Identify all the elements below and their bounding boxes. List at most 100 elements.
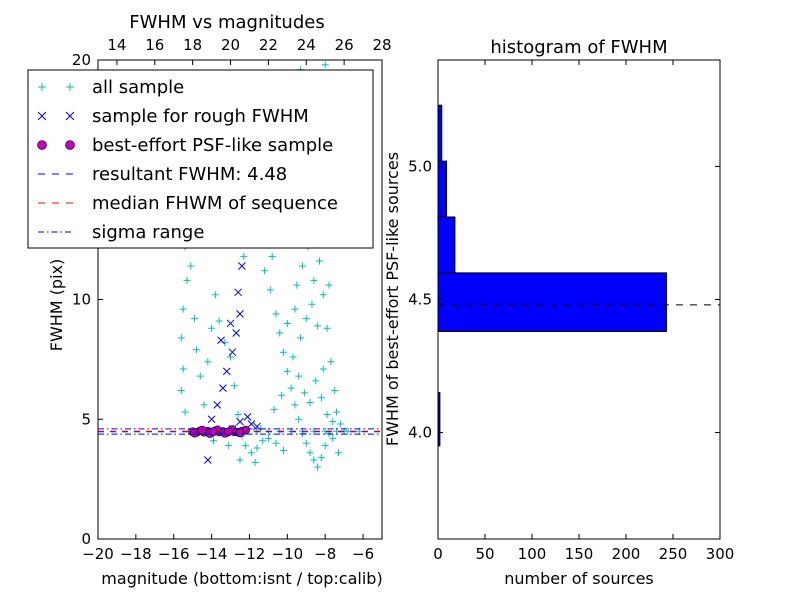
- right-y-ticks: 4.0 4.5 5.0: [408, 157, 720, 442]
- all-sample-point: [242, 442, 250, 450]
- all-sample-point: [179, 305, 187, 313]
- rough-sample-point: [236, 310, 244, 318]
- left-y-tick-label: 20: [72, 51, 91, 69]
- all-sample-point: [314, 463, 322, 471]
- all-sample-point: [278, 391, 286, 399]
- all-sample-point: [280, 348, 288, 356]
- legend-marker: [65, 111, 75, 121]
- psf-sample-point: [235, 428, 245, 438]
- legend-entry-sigma-range: sigma range: [92, 222, 204, 243]
- all-sample-point: [236, 456, 244, 464]
- all-sample-point: [196, 372, 204, 380]
- right-y-tick-label: 5.0: [408, 157, 432, 175]
- right-y-tick-label: 4.0: [408, 424, 432, 442]
- left-top-x-ticks: 14 16 18 20 22 24 26 28: [107, 36, 392, 65]
- all-sample-point: [183, 276, 191, 284]
- left-x-tick-label: −14: [196, 545, 228, 563]
- all-sample-point: [266, 286, 274, 294]
- legend-entry-median-fwhm: median FHWM of sequence: [92, 193, 338, 214]
- all-sample-point: [240, 252, 248, 260]
- all-sample-point: [187, 262, 195, 270]
- right-chart-title: histogram of FWHM: [490, 37, 667, 58]
- all-sample-point: [323, 410, 331, 418]
- left-y-tick-label: 5: [81, 410, 91, 428]
- all-sample-point: [314, 322, 322, 330]
- fwhm-vs-magnitude-chart: FWHM vs magnitudes −20 −18 −16 −14 −12 −10 −8−…: [27, 12, 392, 588]
- all-sample-point: [200, 401, 208, 409]
- all-sample-point: [259, 437, 267, 445]
- all-sample-point: [333, 408, 341, 416]
- all-sample-point: [221, 339, 229, 347]
- histogram-bar: [437, 272, 667, 332]
- all-sample-point: [319, 291, 327, 299]
- all-sample-point: [261, 267, 269, 275]
- right-x-tick-label: 250: [659, 545, 688, 563]
- all-sample-point: [293, 281, 301, 289]
- all-sample-point: [317, 394, 325, 402]
- all-sample-point: [329, 418, 337, 426]
- all-sample-point: [291, 401, 299, 409]
- rough-sample-point: [232, 329, 241, 337]
- right-x-axis-label: number of sources: [504, 569, 654, 588]
- right-x-ticks: 0 50 100 150 200 250 300: [433, 60, 734, 563]
- left-top-tick-label: 26: [335, 36, 354, 54]
- left-top-tick-label: 14: [107, 36, 126, 54]
- legend-entry-rough-sample: sample for rough FWHM: [92, 106, 309, 127]
- legend-marker: [66, 83, 74, 91]
- all-sample-point: [327, 358, 335, 366]
- all-sample-point: [312, 377, 320, 385]
- all-sample-point: [295, 415, 303, 423]
- all-sample-point: [234, 410, 242, 418]
- right-y-axis-label: FWHM of best-effort PSF-like sources: [383, 152, 402, 446]
- rough-sample-point: [213, 401, 222, 409]
- all-sample-point: [272, 439, 280, 447]
- all-sample-point: [310, 276, 318, 284]
- all-sample-point: [191, 315, 199, 323]
- left-y-tick-label: 0: [81, 530, 91, 548]
- all-sample-point: [329, 434, 337, 442]
- right-x-tick-label: 300: [706, 545, 735, 563]
- all-sample-point: [272, 310, 280, 318]
- legend-marker: [37, 111, 47, 121]
- fwhm-histogram-chart: histogram of FWHM 0 50 100 150 200 250 300 4.0…: [383, 37, 734, 588]
- all-sample-point: [300, 389, 308, 397]
- all-sample-point: [317, 454, 325, 462]
- left-top-tick-label: 16: [145, 36, 164, 54]
- rough-sample-point: [253, 422, 261, 431]
- legend-box: [27, 69, 374, 249]
- left-x-tick-label: −16: [158, 545, 190, 563]
- left-y-axis-label: FWHM (pix): [47, 259, 66, 352]
- all-sample-point: [209, 437, 217, 445]
- psf-sample-point: [190, 428, 199, 438]
- right-x-tick-label: 200: [612, 545, 641, 563]
- all-sample-point: [230, 382, 238, 390]
- all-sample-point: [268, 252, 276, 260]
- all-sample-point: [316, 257, 324, 265]
- left-top-tick-label: 22: [259, 36, 278, 54]
- legend-markers: [37, 83, 75, 233]
- rough-sample-point: [228, 348, 237, 357]
- left-x-tick-label: −18: [120, 545, 152, 563]
- left-x-axis-label: magnitude (bottom:isnt / top:calib): [101, 569, 382, 588]
- all-sample-point: [247, 449, 255, 457]
- right-x-tick-label: 0: [433, 545, 443, 563]
- all-sample-point: [331, 387, 339, 395]
- all-sample-point: [177, 387, 185, 395]
- all-sample-point: [289, 353, 297, 361]
- left-top-tick-label: 18: [183, 36, 202, 54]
- all-sample-point: [181, 408, 189, 416]
- all-sample-point: [251, 458, 259, 466]
- histogram-bar: [437, 160, 447, 218]
- left-top-tick-label: 28: [372, 36, 391, 54]
- all-sample-point: [287, 384, 295, 392]
- left-x-tick-label: −10: [272, 545, 304, 563]
- all-sample-point: [308, 300, 316, 308]
- all-sample-point: [295, 372, 303, 380]
- legend-entry-all-sample: all sample: [92, 77, 184, 98]
- rough-sample-point: [203, 456, 212, 464]
- right-y-tick-label: 4.5: [408, 291, 432, 309]
- left-x-tick-label: −6: [352, 545, 374, 563]
- left-bottom-x-ticks: −20 −18 −16 −14 −12 −10 −8 −6: [82, 534, 374, 563]
- all-sample-point: [283, 367, 291, 375]
